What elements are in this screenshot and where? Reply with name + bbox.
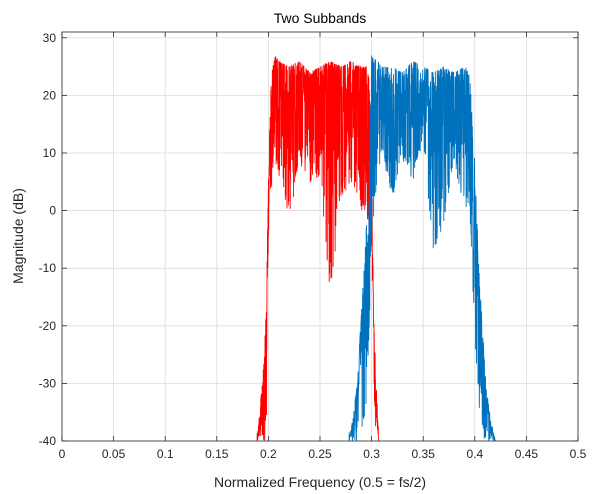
- series-line-0: [256, 56, 380, 441]
- series-group: [256, 55, 496, 441]
- y-tick-label: 0: [49, 204, 56, 218]
- x-tick-label: 0.45: [515, 447, 539, 461]
- y-tick-label: -40: [39, 434, 57, 448]
- chart-title: Two Subbands: [274, 10, 367, 26]
- x-tick-label: 0.35: [412, 447, 436, 461]
- y-tick-label: -30: [39, 376, 57, 390]
- series-line-1: [348, 55, 496, 441]
- y-tick-label: -20: [39, 319, 57, 333]
- y-axis-label: Magnitude (dB): [10, 188, 26, 284]
- x-tick-label: 0.3: [363, 447, 380, 461]
- x-tick-label: 0.2: [260, 447, 277, 461]
- tick-group: 0 0.05 0.1 0.15 0.2 0.25 0.3 0.35 0.4 0.45 0.5 -40 -…: [39, 31, 587, 461]
- y-tick-label: 30: [43, 31, 57, 45]
- x-tick-label: 0.05: [102, 447, 126, 461]
- y-tick-label: -10: [39, 261, 57, 275]
- x-tick-label: 0.5: [570, 447, 587, 461]
- y-tick-label: 10: [43, 146, 57, 160]
- x-tick-label: 0: [59, 447, 66, 461]
- x-tick-label: 0.1: [157, 447, 174, 461]
- y-tick-label: 20: [43, 88, 57, 102]
- x-tick-label: 0.4: [466, 447, 483, 461]
- x-axis-label: Normalized Frequency (0.5 = fs/2): [214, 474, 426, 490]
- x-tick-label: 0.25: [308, 447, 332, 461]
- x-tick-label: 0.15: [205, 447, 229, 461]
